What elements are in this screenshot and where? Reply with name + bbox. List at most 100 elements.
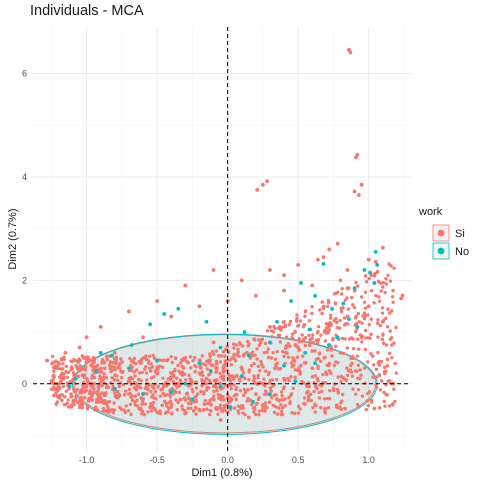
cloud-point (331, 336, 335, 341)
cloud-point (93, 408, 97, 412)
x-tick-label: -0.5 (149, 455, 165, 465)
cloud-point (209, 409, 213, 413)
cloud-point (128, 402, 133, 407)
cloud-point (132, 356, 137, 361)
cloud-point (88, 389, 92, 393)
cloud-point (336, 360, 340, 365)
cloud-point (155, 410, 159, 415)
cloud-point (295, 316, 299, 321)
cloud-point (338, 318, 342, 323)
cloud-point (100, 383, 104, 388)
data-point-si (246, 415, 251, 420)
cloud-point (178, 378, 183, 383)
cloud-point (313, 349, 317, 353)
cloud-point (75, 400, 80, 405)
cloud-point (315, 331, 319, 335)
cloud-point (363, 306, 368, 310)
cloud-point (332, 386, 336, 390)
cloud-point (51, 378, 55, 382)
cloud-point (137, 371, 142, 375)
cloud-point (374, 383, 378, 387)
data-point-si (310, 283, 315, 288)
cloud-point (374, 367, 379, 371)
cloud-point (279, 412, 283, 417)
data-point-si (359, 335, 364, 340)
cloud-point (387, 351, 392, 355)
cloud-point (110, 368, 114, 373)
cloud-point (295, 313, 299, 317)
cloud-point (206, 386, 211, 390)
data-point-si (356, 193, 361, 197)
cloud-point (64, 364, 68, 368)
cloud-point (303, 343, 308, 348)
data-point-si (345, 268, 350, 272)
data-point-no (307, 327, 312, 332)
cloud-point (155, 365, 159, 369)
cloud-point (165, 410, 169, 414)
data-point-si (183, 283, 188, 288)
cloud-point (283, 350, 288, 355)
y-tick-label: 2 (22, 275, 27, 285)
data-point-si (275, 397, 279, 402)
data-point-si (373, 259, 378, 264)
cloud-point (238, 388, 243, 393)
cloud-point (208, 412, 212, 417)
cloud-point (385, 357, 390, 362)
cloud-point (290, 336, 294, 340)
data-point-si (399, 296, 404, 301)
cloud-point (176, 400, 180, 405)
cloud-point (187, 373, 191, 378)
data-point-si (183, 356, 188, 360)
cloud-point (78, 391, 82, 395)
cloud-point (98, 370, 102, 374)
cloud-point (361, 314, 365, 318)
data-point-si (77, 345, 82, 350)
cloud-point (249, 353, 254, 357)
cloud-point (256, 364, 260, 368)
cloud-point (104, 385, 109, 390)
cloud-point (380, 311, 385, 315)
cloud-point (234, 374, 239, 378)
cloud-point (204, 381, 209, 386)
cloud-point (394, 371, 399, 375)
cloud-point (260, 362, 264, 367)
cloud-point (63, 402, 68, 407)
cloud-point (328, 320, 332, 325)
cloud-point (74, 394, 78, 399)
cloud-point (325, 304, 330, 309)
cloud-point (52, 360, 56, 364)
cloud-point (186, 384, 190, 388)
cloud-point (378, 323, 383, 328)
cloud-point (225, 368, 229, 373)
data-point-no (251, 399, 255, 404)
cloud-point (362, 366, 367, 370)
cloud-point (236, 350, 241, 354)
cloud-point (327, 396, 332, 401)
cloud-point (221, 386, 225, 390)
cloud-point (69, 359, 73, 363)
cloud-point (298, 372, 302, 376)
cloud-point (383, 404, 387, 408)
cloud-point (265, 350, 269, 354)
cloud-point (339, 401, 343, 405)
cloud-point (369, 288, 374, 293)
cloud-point (132, 370, 136, 374)
cloud-point (194, 365, 198, 369)
cloud-point (288, 344, 292, 348)
data-point-no (112, 387, 117, 391)
cloud-point (366, 403, 371, 408)
data-point-si (155, 371, 160, 376)
cloud-point (351, 387, 355, 391)
cloud-point (105, 357, 109, 362)
cloud-point (252, 374, 256, 378)
cloud-point (356, 337, 360, 342)
chart-title: Individuals - MCA (30, 3, 144, 19)
x-tick-label: 0.5 (292, 455, 305, 465)
cloud-point (289, 375, 293, 379)
cloud-point (328, 388, 332, 393)
cloud-point (69, 405, 74, 409)
data-point-no (268, 392, 272, 397)
data-point-no (110, 353, 114, 358)
cloud-point (384, 343, 389, 347)
cloud-point (315, 386, 319, 391)
